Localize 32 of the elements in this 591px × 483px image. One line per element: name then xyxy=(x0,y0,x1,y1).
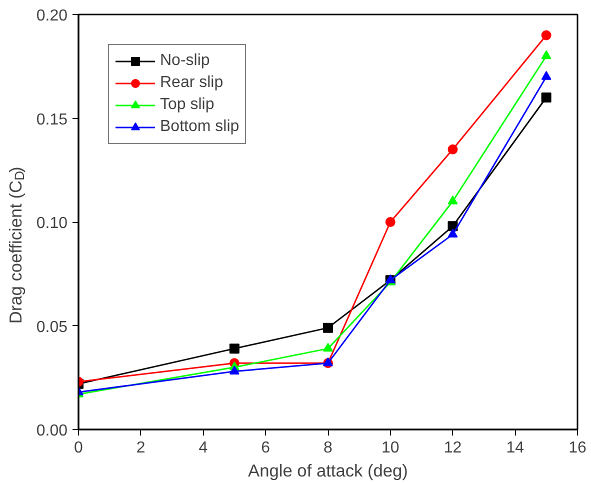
legend-label: No-slip xyxy=(160,52,210,70)
point xyxy=(541,50,552,60)
point xyxy=(229,344,240,354)
point xyxy=(541,92,552,102)
y-tick-label: 0.05 xyxy=(36,318,68,336)
y-tick-label: 0.00 xyxy=(36,422,68,440)
x-tick-label: 10 xyxy=(381,440,400,456)
x-tick-label: 8 xyxy=(324,440,333,456)
y-tick-label: 0.15 xyxy=(36,111,68,128)
point xyxy=(448,196,458,204)
x-tick-label: 4 xyxy=(198,440,208,456)
point xyxy=(229,366,240,374)
y-tick-label: 0.10 xyxy=(36,215,68,232)
point xyxy=(541,30,552,40)
legend-label: Top slip xyxy=(160,96,214,114)
x-tick-label: 16 xyxy=(568,440,586,456)
x-tick-label: 14 xyxy=(506,440,524,456)
x-tick-label: 6 xyxy=(261,440,270,456)
point xyxy=(541,71,552,80)
x-tick-label: 0 xyxy=(74,440,84,456)
point xyxy=(385,217,396,227)
x-tick-label: 2 xyxy=(136,440,146,456)
legend-label: Rear slip xyxy=(160,74,224,92)
x-tick-label: 12 xyxy=(444,440,462,456)
point xyxy=(448,144,458,154)
y-tick-label: 0.20 xyxy=(36,8,68,24)
point xyxy=(323,322,333,333)
y-axis-title: Drag coefficient (CD) xyxy=(6,166,27,324)
point xyxy=(323,342,333,352)
point xyxy=(448,228,458,238)
x-axis-title: Angle of attack (deg) xyxy=(248,460,408,480)
legend-label: Bottom slip xyxy=(160,118,240,136)
